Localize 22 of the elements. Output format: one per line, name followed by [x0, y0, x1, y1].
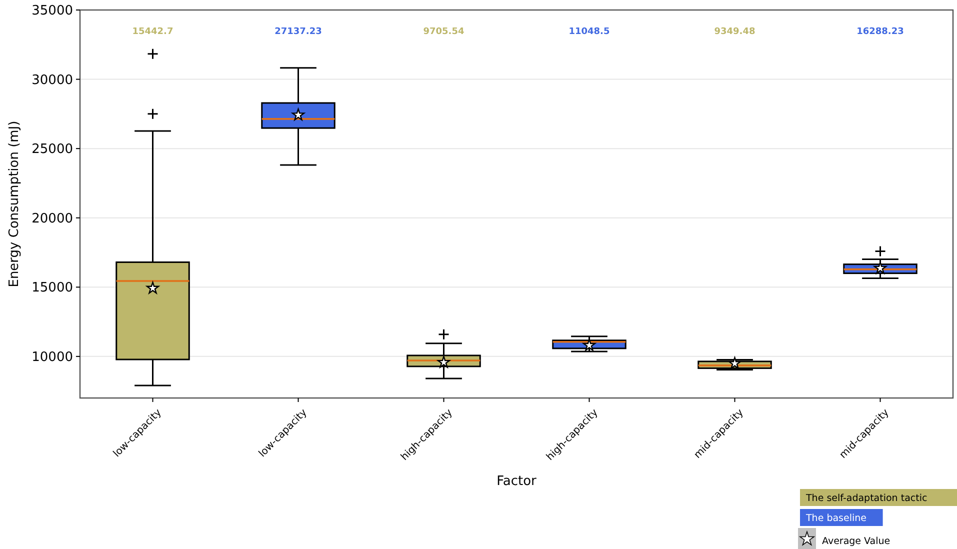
x-axis-title: Factor: [496, 474, 538, 489]
point: [437, 356, 450, 368]
y-tick-label: 10000: [32, 350, 73, 365]
point: [874, 262, 887, 274]
text: The self-adaptation tactic: [805, 493, 928, 504]
annotation: 11048.5: [568, 27, 610, 37]
y-tick-label: 30000: [32, 72, 73, 88]
y-tick-label: 35000: [32, 4, 73, 19]
y-tick-label: 15000: [32, 280, 73, 296]
annotation: 9349.48: [714, 27, 756, 37]
y-tick-label: 25000: [32, 142, 73, 158]
point: [728, 356, 742, 369]
legend-label: Average Value: [822, 536, 890, 547]
point: [292, 108, 305, 120]
text: The baseline: [805, 513, 867, 524]
y-axis-title: Energy Consumption (mJ): [7, 120, 22, 288]
annotation: 15442.7: [132, 27, 174, 37]
annotation: 27137.23: [274, 27, 322, 37]
y-tick-label: 20000: [32, 211, 73, 226]
point: [146, 282, 160, 294]
annotation: 16288.23: [856, 27, 904, 37]
annotation: 9705.54: [423, 27, 464, 37]
